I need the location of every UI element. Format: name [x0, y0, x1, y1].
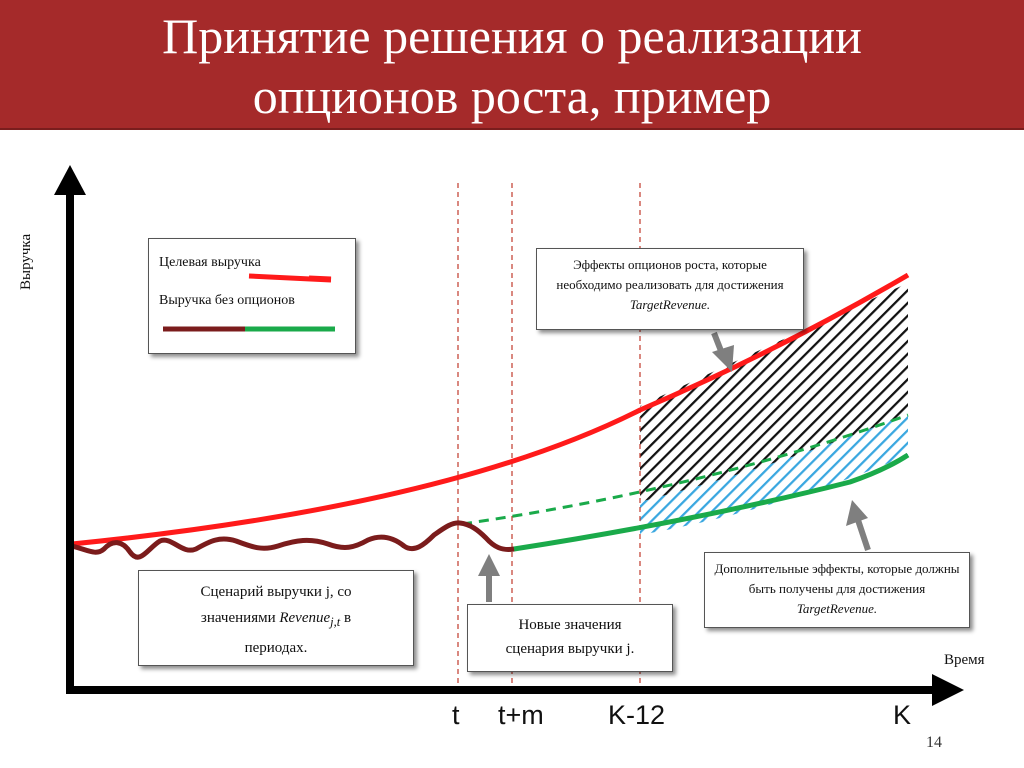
title-line-2: опционов роста, пример	[252, 68, 772, 124]
x-axis-label: Время	[944, 652, 985, 668]
title-line-1: Принятие решения о реализации	[162, 8, 862, 64]
growth-effects-text: Эффекты опционов роста, которые необходи…	[556, 257, 784, 292]
new-values-line-2: сценария выручки j.	[505, 641, 635, 657]
scenario-math-sub: j,t	[330, 615, 341, 629]
scenario-line-2-post: в	[343, 610, 352, 626]
note-scenario: Сценарий выручки j, со значениями Revenu…	[138, 570, 414, 666]
scenario-line-3: периодах.	[244, 640, 308, 656]
slide-title: Принятие решения о реализации опционов р…	[0, 6, 1024, 126]
note-additional-effects: Дополнительные эффекты, которые должны б…	[704, 552, 970, 628]
new-values-line-1: Новые значения	[518, 617, 622, 633]
note-new-values: Новые значения сценария выручки j.	[467, 604, 673, 672]
tick-t-plus-m: t+m	[498, 700, 544, 730]
tick-k: K	[893, 700, 912, 730]
legend-target-label: Целевая выручка	[159, 255, 261, 270]
historical-revenue-line	[69, 520, 517, 560]
legend-no-options-label: Выручка без опционов	[159, 293, 295, 308]
growth-effects-math: TargetRevenue.	[629, 297, 711, 312]
growth-effects-area	[640, 283, 908, 502]
y-axis-arrow	[54, 165, 86, 195]
scenario-line-2: значениями Revenuej,t в	[147, 605, 405, 635]
page-number: 14	[926, 734, 942, 751]
note-growth-effects: Эффекты опционов роста, которые необходи…	[536, 248, 804, 330]
scenario-line-1: Сценарий выручки j, со	[200, 584, 352, 600]
additional-effects-math: TargetRevenue.	[796, 601, 878, 616]
pointer-arrow-growth	[711, 331, 734, 372]
legend: Целевая выручка Выручка без опционов	[148, 238, 356, 354]
pointer-arrow-additional	[846, 500, 871, 551]
y-axis-label: Выручка	[18, 233, 34, 290]
additional-effects-text: Дополнительные эффекты, которые должны б…	[714, 561, 960, 596]
scenario-line-2-pre: значениями	[200, 610, 276, 626]
title-bar: Принятие решения о реализации опционов р…	[0, 0, 1024, 130]
x-axis-arrow	[932, 674, 964, 706]
pointer-arrow-new-values	[478, 554, 500, 602]
tick-k-12: K-12	[608, 700, 666, 730]
projected-revenue-line	[461, 413, 909, 526]
tick-t: t	[452, 700, 460, 730]
scenario-math: Revenue	[279, 610, 331, 626]
legend-swatches	[163, 273, 335, 332]
additional-effects-area	[640, 414, 908, 535]
target-revenue-line	[71, 272, 910, 547]
new-revenue-line	[513, 452, 910, 552]
